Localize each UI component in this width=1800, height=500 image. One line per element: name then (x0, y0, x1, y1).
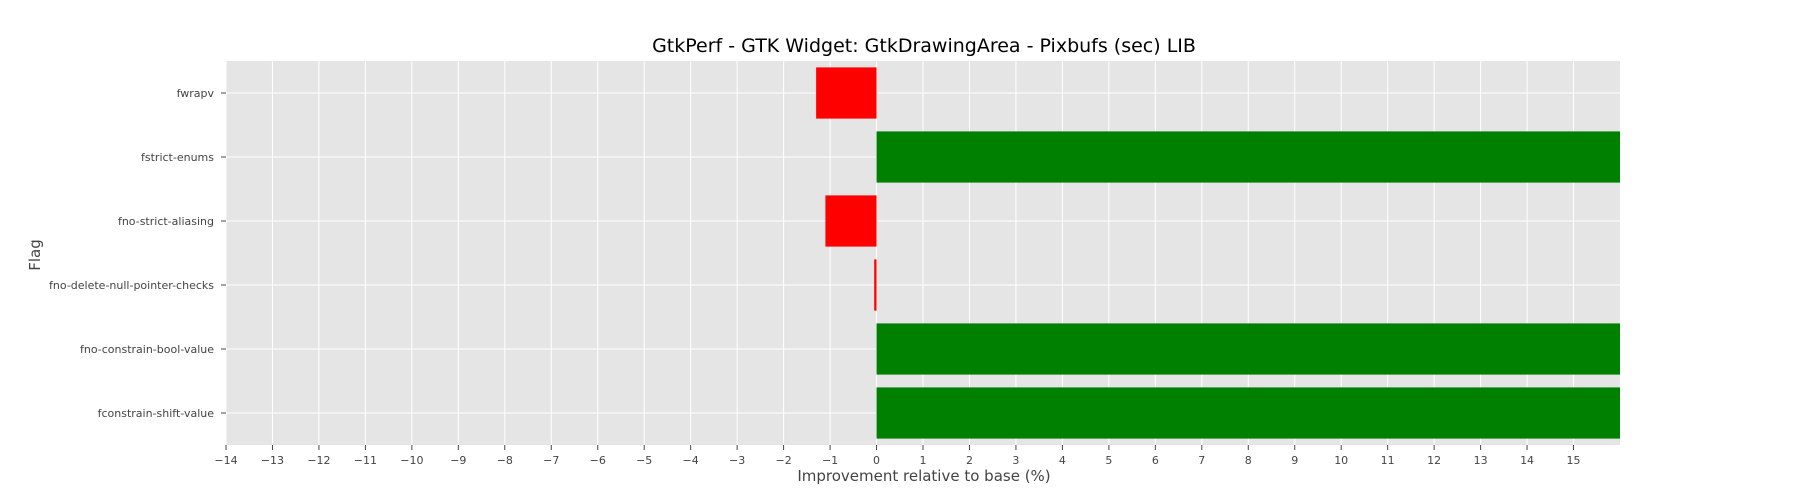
x-tick-label: 11 (1381, 454, 1395, 467)
x-tick-label: −13 (261, 454, 284, 467)
x-tick-label: 9 (1291, 454, 1298, 467)
y-tick-label: fwrapv (177, 87, 215, 100)
chart-title: GtkPerf - GTK Widget: GtkDrawingArea - P… (652, 35, 1196, 57)
x-tick-label: −7 (543, 454, 559, 467)
x-tick-label: 3 (1012, 454, 1019, 467)
x-tick-label: 4 (1059, 454, 1066, 467)
x-tick-label: −11 (354, 454, 377, 467)
bar-fstrict-enums (876, 131, 1620, 183)
x-tick-label: 8 (1245, 454, 1252, 467)
bars (816, 67, 1620, 439)
y-axis-label: Flag (26, 239, 44, 271)
bar-fno-delete-null-pointer-checks (874, 259, 877, 311)
bar-fconstrain-shift-value (876, 387, 1620, 439)
y-tick-label: fno-constrain-bool-value (80, 343, 214, 356)
x-tick-label: −10 (400, 454, 423, 467)
y-tick-label: fno-delete-null-pointer-checks (49, 279, 214, 292)
x-tick-label: 1 (920, 454, 927, 467)
x-tick-label: 15 (1567, 454, 1581, 467)
x-tick-label: −9 (450, 454, 466, 467)
x-tick-label: 14 (1520, 454, 1534, 467)
x-tick-label: −14 (214, 454, 237, 467)
x-tick-label: −2 (775, 454, 791, 467)
x-tick-label: −6 (590, 454, 606, 467)
x-tick-label: −12 (307, 454, 330, 467)
y-tick-label: fstrict-enums (141, 151, 214, 164)
x-tick-label: 12 (1427, 454, 1441, 467)
x-tick-label: 10 (1334, 454, 1348, 467)
x-tick-label: −4 (683, 454, 699, 467)
bar-fno-constrain-bool-value (876, 323, 1620, 375)
x-tick-label: −1 (822, 454, 838, 467)
x-tick-label: −5 (636, 454, 652, 467)
y-axis-ticks: fwrapv fstrict-enums fno-strict-aliasing fn… (49, 87, 226, 420)
x-tick-label: 2 (966, 454, 973, 467)
x-axis-label: Improvement relative to base (%) (797, 467, 1050, 485)
x-tick-label: 13 (1474, 454, 1488, 467)
x-tick-label: 0 (873, 454, 880, 467)
x-tick-label: −8 (497, 454, 513, 467)
y-tick-label: fconstrain-shift-value (98, 407, 215, 420)
x-axis-ticks: −14 −13 −12 −11 −10 −9 −8 −7 −6 −5 −4 −3 −2 −1 0 1 2 3 4 5 6… (214, 445, 1581, 467)
x-tick-label: 6 (1152, 454, 1159, 467)
bar-fwrapv (816, 67, 877, 119)
x-tick-label: 5 (1105, 454, 1112, 467)
bar-fno-strict-aliasing (825, 195, 877, 247)
y-tick-label: fno-strict-aliasing (118, 215, 214, 228)
x-tick-label: −3 (729, 454, 745, 467)
x-tick-label: 7 (1198, 454, 1205, 467)
